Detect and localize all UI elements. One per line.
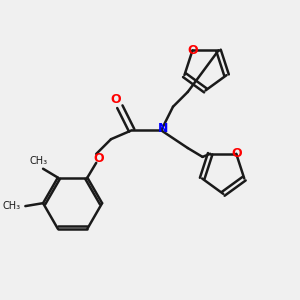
Text: O: O <box>231 147 242 160</box>
Text: CH₃: CH₃ <box>30 156 48 166</box>
Text: CH₃: CH₃ <box>3 201 21 211</box>
Text: O: O <box>110 93 121 106</box>
Text: N: N <box>158 122 168 135</box>
Text: O: O <box>94 152 104 165</box>
Text: O: O <box>187 44 198 57</box>
